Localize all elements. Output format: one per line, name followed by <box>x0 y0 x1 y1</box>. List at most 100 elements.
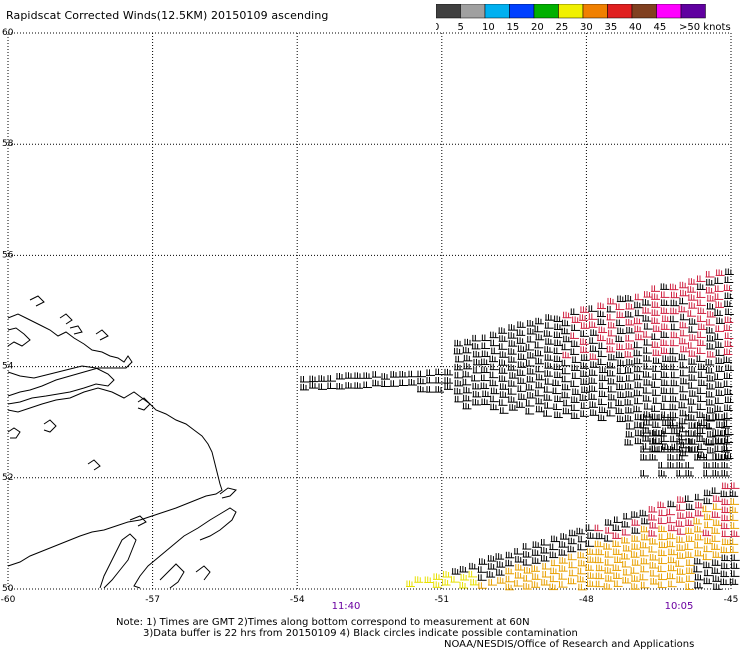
wind-barb <box>657 525 667 533</box>
wind-barb <box>625 374 635 382</box>
wind-barb <box>327 375 336 382</box>
wind-barb <box>612 548 622 555</box>
wind-barb <box>595 572 605 580</box>
wind-barb <box>498 327 508 334</box>
wind-barb <box>633 405 643 413</box>
wind-barb <box>553 339 563 347</box>
wind-barb <box>697 443 707 450</box>
coastline-segment <box>87 459 101 471</box>
wind-barb <box>522 559 532 566</box>
wind-barb <box>724 332 734 339</box>
coastline-segment <box>159 563 185 589</box>
wind-barb <box>580 378 590 385</box>
wind-barb <box>660 371 670 378</box>
wind-barb <box>667 446 676 453</box>
wind-barb <box>489 363 499 371</box>
wind-barb <box>714 309 724 316</box>
wind-barb <box>669 347 679 355</box>
wind-barb <box>553 411 563 419</box>
wind-barb <box>426 369 435 376</box>
wind-barb <box>558 573 568 580</box>
wind-barb <box>462 370 472 378</box>
coastline-segment <box>133 507 237 589</box>
wind-barb <box>705 358 715 366</box>
wind-barb <box>624 406 634 414</box>
wind-barb <box>721 430 730 437</box>
wind-barb <box>616 327 626 335</box>
wind-barb <box>612 532 622 539</box>
wind-barb <box>489 331 499 339</box>
wind-barb <box>585 564 595 571</box>
wind-barb <box>472 382 482 390</box>
wind-barb <box>730 522 740 529</box>
wind-barb <box>676 504 686 511</box>
coastline-segment <box>95 329 109 341</box>
wind-barb <box>589 345 599 352</box>
wind-barb <box>667 422 676 429</box>
wind-barb <box>300 375 309 383</box>
wind-barb <box>705 286 715 294</box>
wind-barb <box>730 554 740 561</box>
wind-barb <box>489 339 499 347</box>
wind-barb <box>685 559 695 566</box>
wind-barb <box>606 305 616 313</box>
wind-barb <box>723 284 733 291</box>
wind-barb <box>534 317 544 325</box>
wind-barb <box>730 498 740 505</box>
wind-barb <box>543 346 553 353</box>
wind-barb <box>577 535 587 543</box>
wind-barb <box>498 335 508 342</box>
wind-barb <box>712 462 721 469</box>
wind-barb <box>553 363 563 371</box>
wind-barb <box>696 403 706 410</box>
wind-barb <box>721 506 731 514</box>
wind-barb <box>595 580 605 588</box>
wind-barb <box>487 563 497 570</box>
wind-barb <box>648 530 658 537</box>
wind-barb <box>649 522 659 529</box>
wind-barb <box>525 383 535 391</box>
wind-barb <box>498 359 508 366</box>
coastline-segment <box>7 365 115 405</box>
wind-barb <box>684 495 694 502</box>
wind-barb <box>651 389 661 396</box>
wind-barb <box>651 405 661 412</box>
wind-barb <box>723 372 733 379</box>
wind-barb <box>612 540 622 547</box>
coastline-segment <box>29 295 45 307</box>
wind-barb <box>660 387 670 394</box>
wind-barb <box>634 437 644 445</box>
wind-barb <box>696 299 706 306</box>
wind-barb <box>517 393 527 400</box>
wind-barb <box>666 508 676 516</box>
wind-barb <box>669 387 679 395</box>
wind-barb <box>553 371 563 379</box>
wind-barb <box>660 411 670 418</box>
wind-barb <box>615 383 625 391</box>
wind-barb <box>517 353 527 360</box>
wind-barb <box>598 390 608 398</box>
coastline-segment <box>7 327 31 347</box>
wind-barb <box>597 350 607 358</box>
wind-barb <box>693 557 703 565</box>
wind-barb <box>549 543 559 551</box>
wind-barb <box>579 338 589 345</box>
wind-barb <box>598 342 608 350</box>
wind-barb <box>679 369 689 377</box>
wind-barb <box>570 404 580 411</box>
wind-barb <box>481 342 491 350</box>
wind-barb <box>696 355 706 362</box>
wind-barb <box>381 373 390 380</box>
wind-barb <box>712 470 721 477</box>
wind-barb <box>586 572 596 579</box>
wind-barb <box>720 490 730 498</box>
wind-barb <box>544 362 554 369</box>
wind-barb <box>643 403 653 410</box>
wind-barb <box>693 541 703 549</box>
wind-barb <box>598 382 608 390</box>
wind-barb <box>696 331 706 338</box>
wind-barb <box>531 573 541 580</box>
wind-barb <box>588 385 598 392</box>
wind-barb <box>705 326 715 334</box>
wind-barb <box>721 470 730 477</box>
